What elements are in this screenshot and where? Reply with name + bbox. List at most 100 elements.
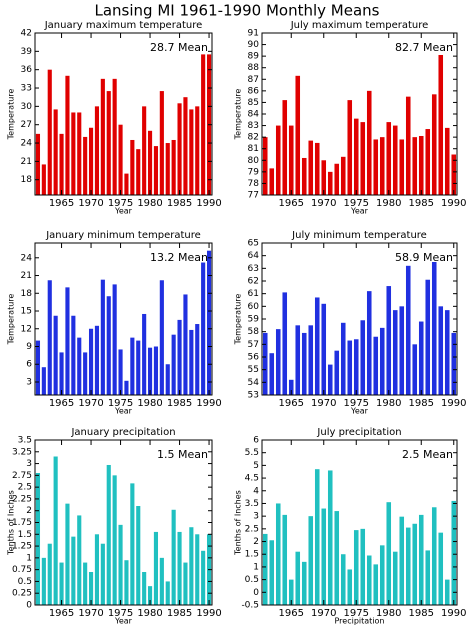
- y-tick-label: 3.5: [245, 499, 259, 509]
- y-tick-label: 4.5: [245, 474, 259, 484]
- bar: [412, 137, 418, 195]
- x-tick-label: 1980: [376, 398, 401, 409]
- x-axis-label: Year: [114, 207, 133, 216]
- bar: [189, 109, 194, 195]
- y-tick-label: 62: [248, 277, 259, 287]
- x-tick-label: 1970: [311, 398, 336, 409]
- bar: [41, 367, 46, 395]
- bar: [269, 353, 275, 395]
- bar: [77, 112, 82, 195]
- bar: [392, 310, 398, 395]
- bar: [159, 557, 164, 605]
- y-tick-label: 90: [248, 40, 260, 50]
- bar: [118, 349, 123, 395]
- bar: [321, 160, 327, 195]
- x-tick-label: 1985: [167, 198, 192, 209]
- bar: [444, 579, 450, 605]
- bar: [386, 502, 392, 605]
- bar: [340, 554, 346, 605]
- y-tick-label: 0.25: [12, 589, 32, 599]
- y-tick-label: 1: [26, 553, 32, 563]
- bar: [35, 473, 41, 605]
- bar: [386, 122, 392, 195]
- bar: [112, 284, 117, 395]
- y-tick-label: 86: [248, 86, 260, 96]
- y-tick-label: 21: [21, 271, 32, 281]
- y-tick-label: 61: [248, 289, 259, 299]
- bar: [451, 154, 457, 195]
- bar: [386, 286, 392, 395]
- bar: [282, 100, 288, 195]
- y-tick-label: 84: [248, 110, 260, 120]
- y-tick-label: 2: [26, 506, 32, 516]
- bar: [262, 533, 268, 605]
- panel-title: July maximum temperature: [290, 20, 429, 31]
- bar: [189, 527, 194, 605]
- x-tick-label: 1985: [167, 608, 192, 619]
- bar: [373, 564, 379, 605]
- bar: [65, 75, 70, 195]
- x-tick-label: 1970: [311, 198, 336, 209]
- bar: [282, 292, 288, 395]
- x-axis-label: Year: [114, 407, 133, 416]
- bar: [288, 579, 294, 605]
- bar: [405, 527, 411, 605]
- y-tick-label: 3.25: [12, 447, 32, 457]
- bar: [159, 91, 164, 195]
- bar: [165, 143, 170, 195]
- y-tick-label: 3.5: [18, 436, 32, 446]
- bar: [295, 75, 301, 195]
- x-tick-label: 1970: [78, 398, 103, 409]
- bar: [288, 125, 294, 195]
- y-tick-label: 2.75: [12, 471, 32, 481]
- y-tick-label: 3: [26, 377, 32, 387]
- annotation: 28.7 Mean: [150, 41, 208, 54]
- bar: [405, 265, 411, 395]
- y-axis-label: Temperature: [234, 89, 243, 141]
- bar: [366, 90, 372, 195]
- bar: [171, 139, 176, 195]
- y-tick-label: 82: [248, 133, 259, 143]
- bar: [399, 139, 405, 195]
- y-tick-label: 18: [21, 289, 33, 299]
- bar: [353, 530, 359, 605]
- bar: [418, 135, 424, 195]
- bar: [100, 279, 105, 395]
- bar: [177, 531, 182, 605]
- bar: [444, 310, 450, 395]
- x-tick-label: 1980: [137, 608, 162, 619]
- y-tick-label: 53: [248, 391, 259, 401]
- y-tick-label: -0.5: [241, 601, 259, 611]
- bar: [275, 329, 281, 395]
- bar: [295, 325, 301, 395]
- bar: [83, 562, 88, 605]
- bar: [47, 543, 52, 605]
- x-axis-label: Precipitation: [334, 617, 384, 626]
- bar: [392, 551, 398, 605]
- bar: [451, 332, 457, 395]
- bar: [71, 112, 76, 195]
- y-tick-label: 77: [248, 191, 259, 201]
- y-tick-label: 85: [248, 98, 259, 108]
- bar: [136, 149, 141, 195]
- bar: [130, 139, 135, 195]
- y-tick-label: 1: [253, 562, 259, 572]
- panel-title: July precipitation: [316, 427, 401, 438]
- y-tick-label: 12: [21, 324, 32, 334]
- bar: [431, 507, 437, 605]
- bar: [314, 142, 320, 195]
- x-tick-label: 1970: [78, 198, 103, 209]
- bar: [308, 140, 314, 195]
- bar: [353, 339, 359, 395]
- y-tick-label: 79: [248, 167, 260, 177]
- bar: [153, 531, 159, 605]
- bar: [412, 523, 418, 605]
- bar: [53, 456, 58, 605]
- bar: [418, 321, 424, 395]
- y-tick-label: 54: [248, 378, 260, 388]
- x-tick-label: 1965: [279, 398, 304, 409]
- bar: [130, 483, 135, 605]
- bar: [308, 325, 314, 395]
- bar: [177, 319, 182, 395]
- bar: [118, 124, 123, 195]
